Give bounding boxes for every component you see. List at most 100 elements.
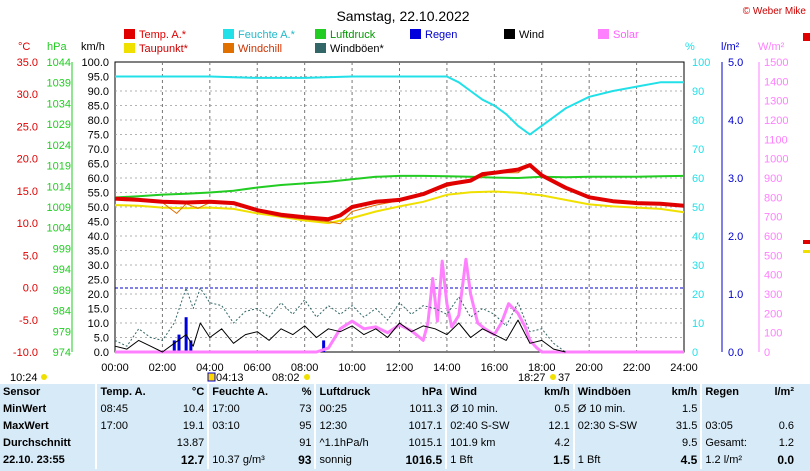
wind-tick-label: 5.0	[94, 333, 109, 345]
solar-tick-label: 500	[764, 250, 782, 262]
summary-cell	[95, 452, 164, 469]
summary-cell: 03:10	[207, 418, 290, 435]
wind-tick-label: 100.0	[81, 57, 109, 69]
humidity-tick-label: 50	[692, 202, 704, 214]
solar-tick-label: 1000	[764, 154, 788, 166]
sunset-suffix: 37	[558, 372, 570, 384]
summary-cell: km/h	[544, 386, 570, 398]
wind-tick-label: 80.0	[88, 115, 109, 127]
wind-tick-label: 20.0	[88, 289, 109, 301]
x-tick-label: 22:00	[623, 362, 651, 374]
pressure-tick-label: 1024	[47, 140, 71, 152]
pressure-tick-label: 1004	[47, 223, 71, 235]
legend-label: Windchill	[238, 43, 282, 55]
summary-cell: 00:25	[314, 401, 390, 418]
series-line-solar	[115, 257, 684, 354]
x-tick-label: 20:00	[575, 362, 603, 374]
summary-cell	[700, 401, 764, 418]
series-lines	[114, 75, 685, 354]
wind-tick-label: 60.0	[88, 173, 109, 185]
summary-cell: %	[301, 386, 312, 398]
wind-tick-label: 45.0	[88, 217, 109, 229]
summary-cell: 02:30 S-SW	[572, 418, 660, 435]
summary-panel: Sensor Temp. A. °C Feuchte A.% Luftdruck hPa W…	[0, 384, 810, 471]
summary-cell: l/m²	[774, 386, 794, 398]
solar-tick-label: 200	[764, 308, 782, 320]
legend-label: Windböen*	[330, 43, 385, 55]
summary-cell: Ø 10 min.	[445, 401, 532, 418]
wind-tick-label: 10.0	[88, 318, 109, 330]
x-tick-label: 06:00	[243, 362, 271, 374]
legend-label: Regen	[425, 29, 457, 41]
humidity-tick-label: 10	[692, 318, 704, 330]
summary-cell: Gesamt:	[700, 435, 764, 452]
summary-cell: 1016.5	[405, 453, 443, 467]
wind-tick-label: 25.0	[88, 275, 109, 287]
summary-cell: 12.1	[548, 420, 570, 432]
summary-cell: 1.5	[682, 403, 698, 415]
summary-cell	[95, 435, 164, 452]
temp-tick-label: -5.0	[19, 315, 38, 327]
wind-tick-label: 15.0	[88, 304, 109, 316]
summary-cell: 22.10. 23:55	[3, 454, 65, 466]
summary-cell: 0.6	[778, 420, 794, 432]
solar-tick-label: 1500	[764, 57, 788, 69]
summary-cell: °C	[191, 386, 205, 398]
summary-cell: 95	[299, 420, 312, 432]
summary-cell: Luftdruck	[314, 384, 390, 401]
summary-cell	[207, 435, 290, 452]
rain-bar	[189, 340, 193, 352]
solar-tick-label: 600	[764, 231, 782, 243]
wind-tick-label: 75.0	[88, 130, 109, 142]
solar-unit: W/m²	[758, 41, 785, 53]
wind-tick-label: 30.0	[88, 260, 109, 272]
legend: Temp. A.* Feuchte A.* Luftdruck Regen Wind So…	[124, 29, 639, 55]
x-tick-label: 10:00	[338, 362, 366, 374]
summary-cell	[764, 401, 797, 418]
summary-cell: 1 Bft	[572, 452, 660, 469]
summary-cell: 31.5	[675, 420, 698, 432]
summary-cell: Durchschnitt	[3, 437, 71, 449]
summary-cell: 4.2	[554, 437, 570, 449]
summary-cell: 10.37 g/m³	[207, 452, 290, 469]
summary-cell: 13.87	[176, 437, 205, 449]
temp-tick-label: 10.0	[17, 218, 38, 230]
sun-icon-left	[41, 374, 47, 380]
solar-tick-label: 1100	[764, 134, 788, 146]
right-edge-marks	[803, 33, 810, 253]
legend-swatch	[124, 43, 135, 53]
pressure-tick-label: 1009	[47, 202, 71, 214]
temp-tick-label: 5.0	[23, 250, 38, 262]
copyright: © Weber Mike	[743, 6, 807, 17]
humidity-tick-label: 90	[692, 86, 704, 98]
x-tick-label: 00:00	[101, 362, 129, 374]
summary-cell: Ø 10 min.	[572, 401, 660, 418]
humidity-tick-label: 60	[692, 173, 704, 185]
edge-mark-top	[803, 33, 810, 41]
rain-tick-label: 3.0	[728, 173, 743, 185]
legend-swatch	[124, 29, 135, 39]
summary-cell: 73	[299, 403, 312, 415]
wind-unit: km/h	[81, 41, 105, 53]
summary-cell: 1.2	[778, 437, 794, 449]
summary-cell: Regen	[700, 384, 764, 401]
humidity-tick-label: 40	[692, 231, 704, 243]
axis-ticks: 35.0 30.0 25.0 20.0 15.0 10.0 5.0 0.0 -5.0 -10.0 1…	[13, 57, 789, 374]
summary-cell: 1 Bft	[445, 452, 532, 469]
sun-icon-mid	[304, 374, 310, 380]
summary-cell: 08:45	[95, 401, 164, 418]
axis-units: °C hPa km/h % l/m² W/m²	[18, 41, 785, 53]
humidity-unit: %	[685, 41, 695, 53]
pressure-tick-label: 1019	[47, 161, 71, 173]
x-tick-label: 18:00	[528, 362, 556, 374]
sunset-time: 18:27	[518, 372, 546, 384]
wind-tick-label: 90.0	[88, 86, 109, 98]
sun-time-left: 10:24	[10, 372, 38, 384]
summary-cell: 0.0	[777, 453, 794, 467]
summary-row: MinWert 08:45 10.4 17:00 73 00:25 1011.3 Ø 10 m…	[0, 401, 797, 418]
temp-tick-label: 30.0	[17, 89, 38, 101]
summary-cell: 02:40 S-SW	[445, 418, 532, 435]
wind-tick-label: 85.0	[88, 101, 109, 113]
rain-bar	[177, 334, 181, 352]
summary-cell	[572, 435, 660, 452]
